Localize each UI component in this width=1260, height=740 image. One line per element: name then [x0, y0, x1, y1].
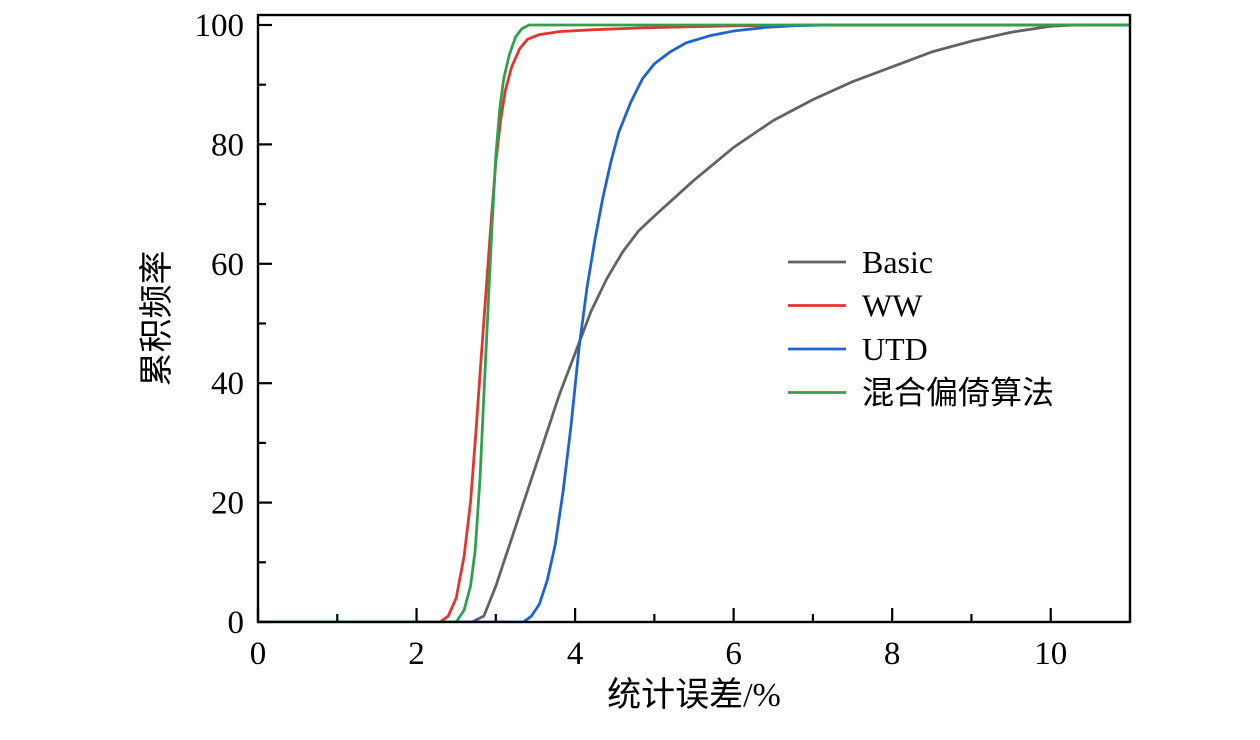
x-tick-label-2: 4 — [567, 636, 584, 672]
y-tick-label-1: 20 — [211, 486, 244, 522]
legend-label-3: 混合偏倚算法 — [862, 375, 1054, 411]
legend-label-1: WW — [862, 288, 923, 324]
legend-item-2: UTD — [788, 331, 928, 367]
y-tick-label-2: 40 — [211, 366, 244, 402]
series-line-2 — [258, 23, 1130, 622]
x-axis-label: 统计误差/% — [607, 676, 781, 714]
legend: Basic WW UTD 混合偏倚算法 — [788, 244, 1054, 411]
series-line-1 — [258, 23, 1130, 622]
series-line-0 — [258, 23, 1130, 622]
y-axis-label: 累积频率 — [138, 251, 176, 387]
x-tick-label-1: 2 — [408, 636, 425, 672]
legend-label-2: UTD — [862, 331, 928, 367]
legend-item-1: WW — [788, 288, 923, 324]
plot-frame — [256, 13, 1132, 624]
legend-item-3: 混合偏倚算法 — [788, 375, 1054, 411]
x-tick-label-3: 6 — [725, 636, 742, 672]
legend-item-0: Basic — [788, 244, 933, 280]
axis-ticks — [256, 23, 1132, 624]
y-tick-label-5: 100 — [195, 8, 245, 44]
x-tick-label-4: 8 — [884, 636, 901, 672]
legend-label-0: Basic — [862, 244, 933, 280]
y-tick-label-3: 60 — [211, 247, 244, 283]
y-tick-label-4: 80 — [211, 127, 244, 163]
y-tick-label-0: 0 — [228, 605, 245, 641]
series-curves — [258, 23, 1130, 622]
x-tick-label-5: 10 — [1034, 636, 1067, 672]
series-line-3 — [258, 23, 1130, 622]
x-tick-label-0: 0 — [250, 636, 267, 672]
